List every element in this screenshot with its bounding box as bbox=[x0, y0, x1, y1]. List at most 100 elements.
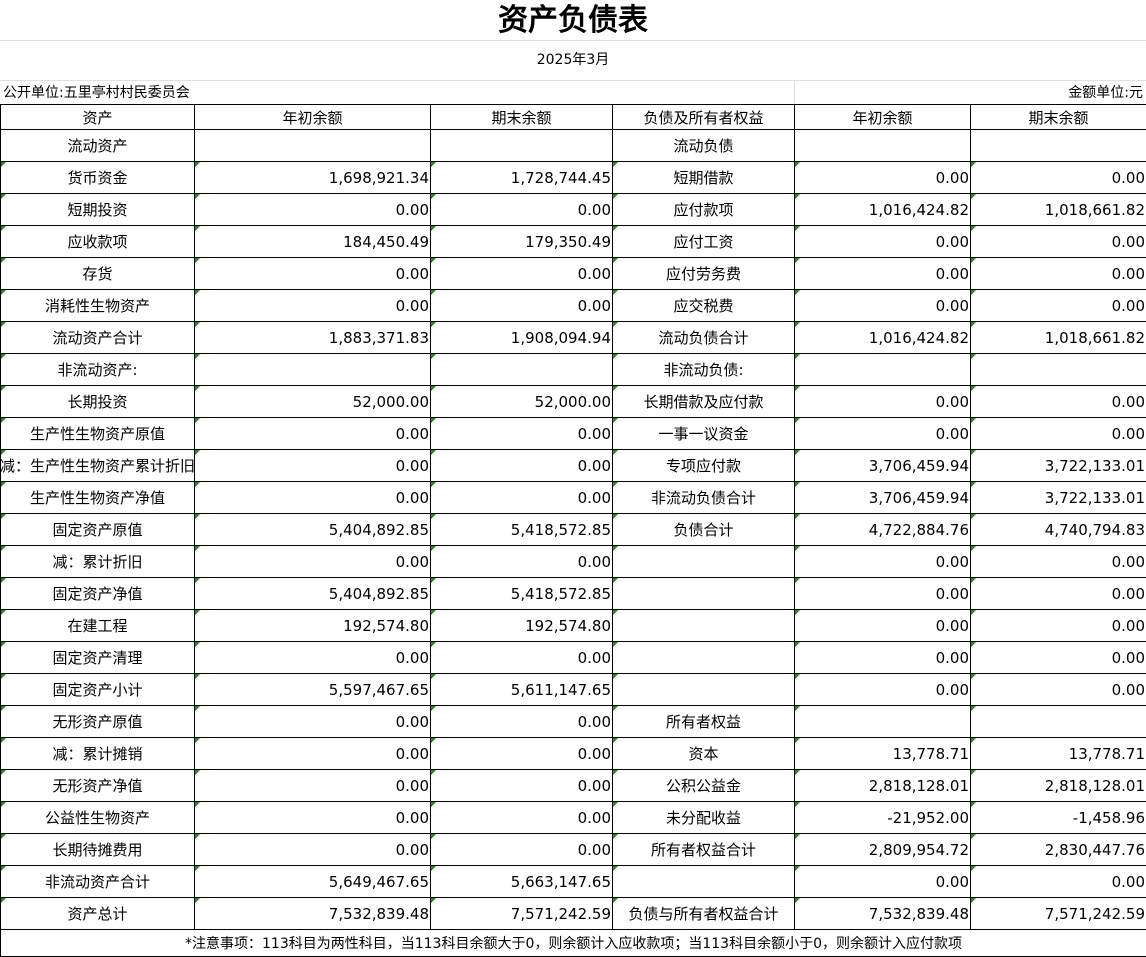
liability-name[interactable] bbox=[613, 642, 795, 674]
liability-end-balance[interactable]: 4,740,794.83 bbox=[971, 514, 1146, 546]
liability-end-balance[interactable]: 0.00 bbox=[971, 610, 1146, 642]
asset-begin-balance[interactable]: 0.00 bbox=[195, 770, 431, 802]
asset-begin-balance[interactable]: 0.00 bbox=[195, 738, 431, 770]
liability-end-balance[interactable]: 0.00 bbox=[971, 642, 1146, 674]
liability-name[interactable] bbox=[613, 578, 795, 610]
liability-end-balance[interactable]: 7,571,242.59 bbox=[971, 898, 1146, 930]
asset-end-balance[interactable]: 0.00 bbox=[431, 258, 613, 290]
asset-end-balance[interactable]: 0.00 bbox=[431, 290, 613, 322]
asset-name[interactable]: 流动资产合计 bbox=[1, 322, 195, 354]
liability-name[interactable] bbox=[613, 546, 795, 578]
liability-end-balance[interactable]: 0.00 bbox=[971, 258, 1146, 290]
liability-end-balance[interactable]: 1,018,661.82 bbox=[971, 322, 1146, 354]
liability-end-balance[interactable]: 0.00 bbox=[971, 674, 1146, 706]
liability-begin-balance[interactable]: 0.00 bbox=[795, 546, 971, 578]
liability-end-balance[interactable]: 1,018,661.82 bbox=[971, 194, 1146, 226]
header-liabilities[interactable]: 负债及所有者权益 bbox=[613, 105, 795, 130]
asset-begin-balance[interactable]: 0.00 bbox=[195, 194, 431, 226]
asset-begin-balance[interactable] bbox=[195, 130, 431, 162]
liability-begin-balance[interactable]: 3,706,459.94 bbox=[795, 482, 971, 514]
asset-name[interactable]: 减：累计折旧 bbox=[1, 546, 195, 578]
asset-end-balance[interactable]: 5,418,572.85 bbox=[431, 578, 613, 610]
asset-name[interactable]: 在建工程 bbox=[1, 610, 195, 642]
liability-name[interactable]: 应付工资 bbox=[613, 226, 795, 258]
asset-name[interactable]: 消耗性生物资产 bbox=[1, 290, 195, 322]
liability-end-balance[interactable]: 3,722,133.01 bbox=[971, 482, 1146, 514]
liability-end-balance[interactable]: 0.00 bbox=[971, 418, 1146, 450]
liability-name[interactable]: 一事一议资金 bbox=[613, 418, 795, 450]
asset-end-balance[interactable]: 0.00 bbox=[431, 450, 613, 482]
asset-name[interactable]: 固定资产原值 bbox=[1, 514, 195, 546]
asset-begin-balance[interactable]: 0.00 bbox=[195, 450, 431, 482]
liability-end-balance[interactable]: 0.00 bbox=[971, 578, 1146, 610]
liability-name[interactable]: 负债合计 bbox=[613, 514, 795, 546]
liability-name[interactable]: 公积公益金 bbox=[613, 770, 795, 802]
asset-end-balance[interactable]: 0.00 bbox=[431, 546, 613, 578]
asset-end-balance[interactable] bbox=[431, 354, 613, 386]
asset-begin-balance[interactable]: 0.00 bbox=[195, 418, 431, 450]
asset-end-balance[interactable]: 0.00 bbox=[431, 642, 613, 674]
asset-begin-balance[interactable]: 0.00 bbox=[195, 706, 431, 738]
liability-begin-balance[interactable]: 4,722,884.76 bbox=[795, 514, 971, 546]
asset-name[interactable]: 无形资产净值 bbox=[1, 770, 195, 802]
asset-begin-balance[interactable] bbox=[195, 354, 431, 386]
liability-end-balance[interactable] bbox=[971, 706, 1146, 738]
liability-begin-balance[interactable]: 0.00 bbox=[795, 258, 971, 290]
asset-name[interactable]: 生产性生物资产原值 bbox=[1, 418, 195, 450]
asset-begin-balance[interactable]: 52,000.00 bbox=[195, 386, 431, 418]
asset-name[interactable]: 流动资产 bbox=[1, 130, 195, 162]
liability-begin-balance[interactable] bbox=[795, 706, 971, 738]
asset-name[interactable]: 减：生产性生物资产累计折旧 bbox=[1, 450, 195, 482]
liability-name[interactable] bbox=[613, 866, 795, 898]
asset-begin-balance[interactable]: 0.00 bbox=[195, 802, 431, 834]
liability-begin-balance[interactable]: 0.00 bbox=[795, 642, 971, 674]
asset-end-balance[interactable]: 1,728,744.45 bbox=[431, 162, 613, 194]
asset-begin-balance[interactable]: 5,597,467.65 bbox=[195, 674, 431, 706]
asset-name[interactable]: 固定资产净值 bbox=[1, 578, 195, 610]
liability-name[interactable]: 非流动负债: bbox=[613, 354, 795, 386]
liability-begin-balance[interactable]: 1,016,424.82 bbox=[795, 194, 971, 226]
header-assets-end[interactable]: 期末余额 bbox=[431, 105, 613, 130]
asset-name[interactable]: 长期投资 bbox=[1, 386, 195, 418]
asset-end-balance[interactable]: 179,350.49 bbox=[431, 226, 613, 258]
liability-begin-balance[interactable]: 0.00 bbox=[795, 610, 971, 642]
asset-name[interactable]: 公益性生物资产 bbox=[1, 802, 195, 834]
liability-name[interactable]: 应交税费 bbox=[613, 290, 795, 322]
liability-name[interactable]: 流动负债 bbox=[613, 130, 795, 162]
asset-begin-balance[interactable]: 0.00 bbox=[195, 290, 431, 322]
asset-end-balance[interactable]: 192,574.80 bbox=[431, 610, 613, 642]
asset-end-balance[interactable]: 1,908,094.94 bbox=[431, 322, 613, 354]
liability-name[interactable]: 所有者权益合计 bbox=[613, 834, 795, 866]
asset-end-balance[interactable]: 0.00 bbox=[431, 482, 613, 514]
asset-name[interactable]: 非流动资产: bbox=[1, 354, 195, 386]
asset-name[interactable]: 生产性生物资产净值 bbox=[1, 482, 195, 514]
liability-begin-balance[interactable]: 3,706,459.94 bbox=[795, 450, 971, 482]
liability-name[interactable]: 应付款项 bbox=[613, 194, 795, 226]
header-liabilities-end[interactable]: 期末余额 bbox=[971, 105, 1146, 130]
asset-end-balance[interactable]: 0.00 bbox=[431, 738, 613, 770]
liability-end-balance[interactable]: 0.00 bbox=[971, 226, 1146, 258]
liability-name[interactable]: 非流动负债合计 bbox=[613, 482, 795, 514]
asset-name[interactable]: 资产总计 bbox=[1, 898, 195, 930]
asset-name[interactable]: 减：累计摊销 bbox=[1, 738, 195, 770]
header-assets[interactable]: 资产 bbox=[1, 105, 195, 130]
liability-name[interactable]: 所有者权益 bbox=[613, 706, 795, 738]
liability-end-balance[interactable]: 2,818,128.01 bbox=[971, 770, 1146, 802]
liability-end-balance[interactable]: 0.00 bbox=[971, 162, 1146, 194]
header-assets-begin[interactable]: 年初余额 bbox=[195, 105, 431, 130]
liability-name[interactable] bbox=[613, 610, 795, 642]
asset-name[interactable]: 固定资产清理 bbox=[1, 642, 195, 674]
asset-end-balance[interactable]: 52,000.00 bbox=[431, 386, 613, 418]
liability-name[interactable] bbox=[613, 674, 795, 706]
header-liabilities-begin[interactable]: 年初余额 bbox=[795, 105, 971, 130]
asset-begin-balance[interactable]: 1,883,371.83 bbox=[195, 322, 431, 354]
asset-name[interactable]: 货币资金 bbox=[1, 162, 195, 194]
asset-begin-balance[interactable]: 5,404,892.85 bbox=[195, 514, 431, 546]
liability-end-balance[interactable]: 0.00 bbox=[971, 290, 1146, 322]
asset-end-balance[interactable]: 0.00 bbox=[431, 770, 613, 802]
liability-begin-balance[interactable]: 1,016,424.82 bbox=[795, 322, 971, 354]
liability-begin-balance[interactable]: 0.00 bbox=[795, 226, 971, 258]
asset-begin-balance[interactable]: 1,698,921.34 bbox=[195, 162, 431, 194]
asset-name[interactable]: 非流动资产合计 bbox=[1, 866, 195, 898]
liability-name[interactable]: 未分配收益 bbox=[613, 802, 795, 834]
